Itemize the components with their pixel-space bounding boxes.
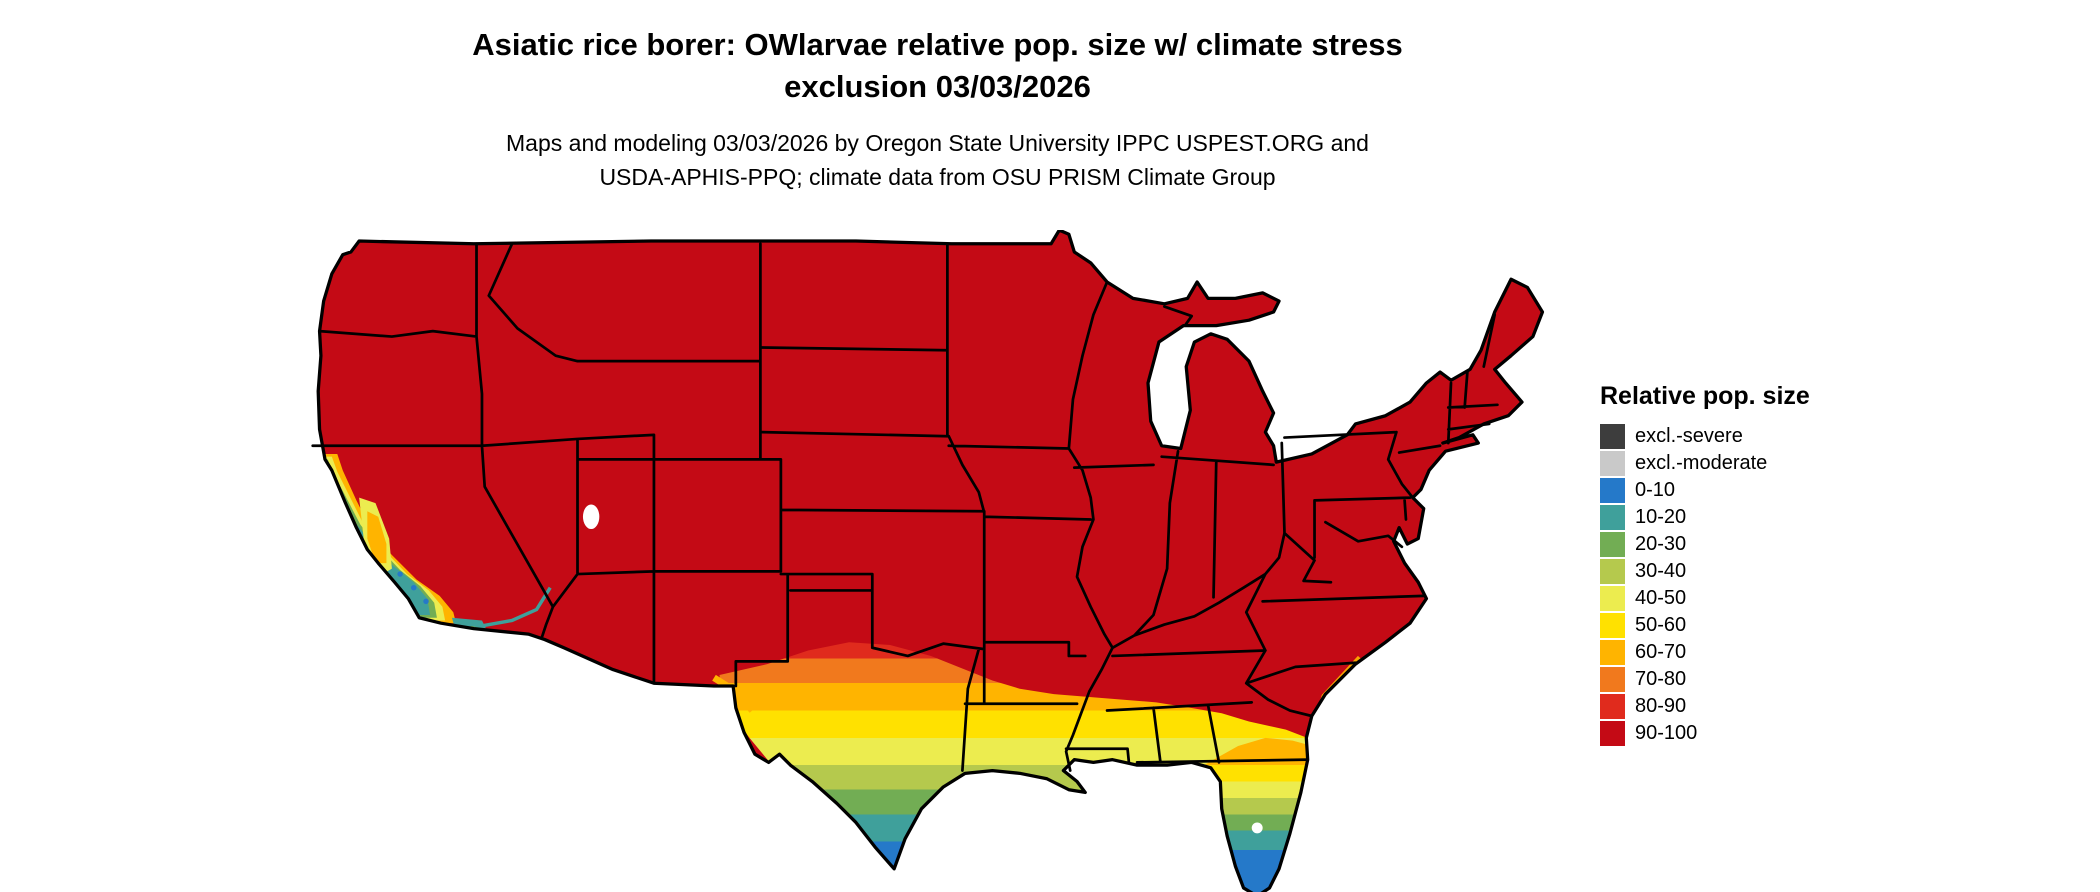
ca-coast-blue-speck	[410, 584, 417, 591]
legend-label: 80-90	[1635, 695, 1687, 717]
map-subtitle-line1: Maps and modeling 03/03/2026 by Oregon S…	[506, 130, 1369, 156]
legend-label: 10-20	[1635, 506, 1687, 528]
legend-swatch	[1600, 640, 1625, 665]
legend-swatch	[1600, 694, 1625, 719]
state-borders	[311, 242, 1499, 772]
legend-swatch	[1600, 586, 1625, 611]
us-outline	[316, 230, 1545, 892]
map-title-line2: exclusion 03/03/2026	[784, 69, 1091, 104]
great-salt-lake	[582, 504, 600, 530]
legend-label: 0-10	[1635, 479, 1676, 501]
us-map-svg	[311, 230, 1545, 892]
legend-label: 30-40	[1635, 560, 1687, 582]
legend-title: Relative pop. size	[1600, 382, 1810, 410]
rio-grande-valley-strip	[712, 674, 755, 713]
lake-okeechobee	[1251, 822, 1263, 834]
legend-item: 70-80	[1600, 666, 1900, 693]
legend-item: excl.-moderate	[1600, 450, 1900, 477]
valley-orange	[367, 511, 387, 564]
legend-swatch	[1600, 559, 1625, 584]
legend-label: excl.-moderate	[1635, 452, 1768, 474]
legend-item: 30-40	[1600, 558, 1900, 585]
legend-swatch	[1600, 505, 1625, 530]
ca-coast-blue-speck	[397, 571, 403, 577]
legend-label: excl.-severe	[1635, 425, 1743, 447]
inland-water	[582, 504, 1263, 834]
legend-items: excl.-severe excl.-moderate 0-10 10-20 20-30…	[1600, 423, 1900, 747]
legend-item: 0-10	[1600, 477, 1900, 504]
legend-swatch	[1600, 478, 1625, 503]
map-title-line1: Asiatic rice borer: OWlarvae relative po…	[472, 27, 1403, 62]
legend-item: 10-20	[1600, 504, 1900, 531]
map-subtitle: Maps and modeling 03/03/2026 by Oregon S…	[0, 126, 1875, 194]
legend-swatch	[1600, 613, 1625, 638]
legend-label: 60-70	[1635, 641, 1687, 663]
legend-item: 80-90	[1600, 693, 1900, 720]
legend-label: 70-80	[1635, 668, 1687, 690]
river-teal-line	[473, 586, 552, 629]
legend-label: 20-30	[1635, 533, 1687, 555]
legend-swatch	[1600, 451, 1625, 476]
legend-item: 40-50	[1600, 585, 1900, 612]
central-valley-patch	[359, 497, 392, 577]
legend-swatch	[1600, 721, 1625, 746]
ca-coast-blue-speck	[423, 598, 429, 605]
legend-item: 90-100	[1600, 720, 1900, 747]
legend-label: 90-100	[1635, 722, 1698, 744]
legend: Relative pop. size excl.-severe excl.-mod…	[1600, 382, 1900, 747]
map-title: Asiatic rice borer: OWlarvae relative po…	[0, 24, 1875, 108]
legend-item: excl.-severe	[1600, 423, 1900, 450]
legend-swatch	[1600, 532, 1625, 557]
legend-item: 20-30	[1600, 531, 1900, 558]
map-subtitle-line2: USDA-APHIS-PPQ; climate data from OSU PR…	[599, 164, 1276, 190]
legend-label: 40-50	[1635, 587, 1687, 609]
legend-swatch	[1600, 667, 1625, 692]
legend-swatch	[1600, 424, 1625, 449]
legend-label: 50-60	[1635, 614, 1687, 636]
legend-item: 50-60	[1600, 612, 1900, 639]
legend-item: 60-70	[1600, 639, 1900, 666]
us-map	[310, 230, 1552, 892]
